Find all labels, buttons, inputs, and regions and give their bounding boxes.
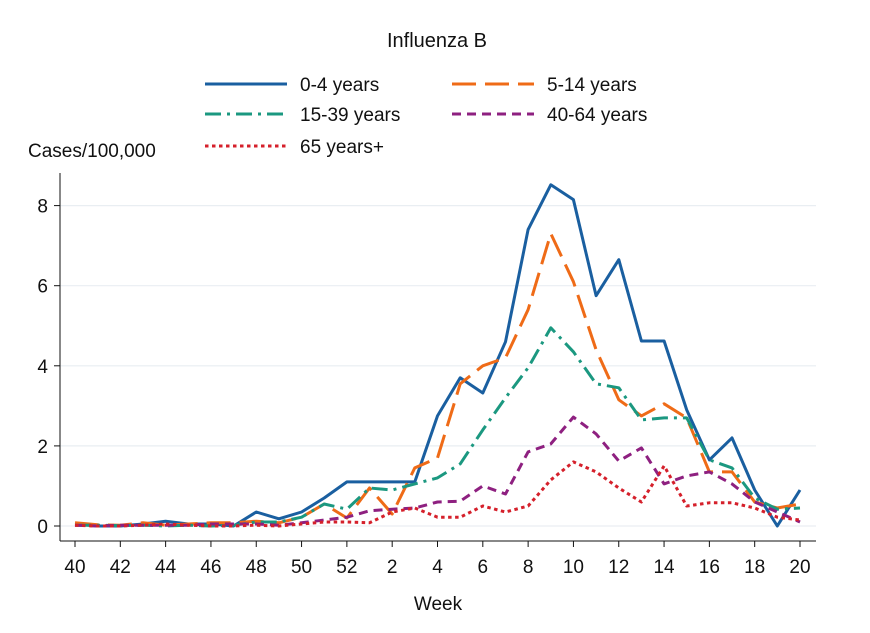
series-lines <box>74 183 802 528</box>
chart-title: Influenza B <box>387 30 487 52</box>
gridlines <box>60 205 816 527</box>
y-tick-label: 2 <box>37 437 48 458</box>
series-line-5 <box>74 460 801 528</box>
x-tick-label: 52 <box>336 557 357 578</box>
x-tick-label: 20 <box>789 557 810 578</box>
x-tick-label: 48 <box>246 557 267 578</box>
x-tick-label: 6 <box>478 557 489 578</box>
y-tick-label: 0 <box>37 517 48 538</box>
series-line-3 <box>75 326 801 528</box>
x-tick-label: 8 <box>523 557 534 578</box>
x-tick-label: 4 <box>432 557 443 578</box>
y-tick-label: 4 <box>37 357 48 378</box>
legend-label-3: 15-39 years <box>300 105 400 126</box>
legend-label-5: 65 years+ <box>300 137 384 158</box>
x-tick-label: 18 <box>744 557 765 578</box>
x-tick-label: 44 <box>155 557 177 578</box>
x-tick-label: 16 <box>699 557 720 578</box>
legend: 0-4 years 5-14 years 15-39 years 40-64 year… <box>205 75 647 158</box>
series-line-4 <box>74 415 801 528</box>
x-tick-label: 12 <box>608 557 629 578</box>
x-tick-label: 42 <box>110 557 131 578</box>
legend-label-2: 5-14 years <box>547 75 637 96</box>
x-tick-label: 46 <box>200 557 221 578</box>
x-tick-label: 10 <box>563 557 584 578</box>
legend-label-1: 0-4 years <box>300 75 379 96</box>
y-tick-label: 8 <box>37 197 48 218</box>
x-tick-label: 2 <box>387 557 398 578</box>
x-axis-label: Week <box>414 594 463 615</box>
series-line-2 <box>74 232 801 527</box>
x-tick-label: 14 <box>653 557 675 578</box>
y-tick-label: 6 <box>37 277 48 298</box>
legend-label-4: 40-64 years <box>547 105 647 126</box>
x-tick-label: 50 <box>291 557 312 578</box>
x-tick-label: 40 <box>64 557 85 578</box>
y-axis-label: Cases/100,000 <box>28 141 156 162</box>
